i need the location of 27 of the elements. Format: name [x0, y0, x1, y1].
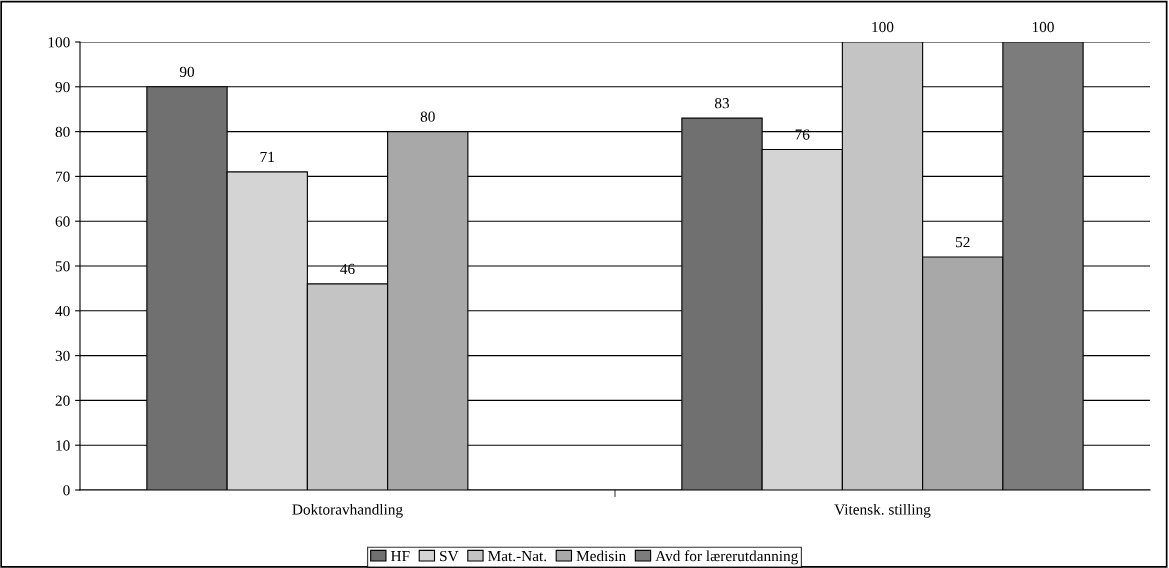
y-tick-label: 100: [48, 37, 70, 48]
y-tick-label: 0: [63, 485, 70, 496]
y-tick-label: 60: [55, 216, 70, 227]
data-label: 80: [420, 111, 435, 122]
y-tick-label: 20: [55, 395, 70, 406]
data-label: 76: [795, 129, 810, 140]
data-label: 90: [179, 66, 195, 77]
legend-label: Mat.-Nat.: [488, 551, 547, 562]
y-tick-label: 10: [56, 440, 70, 451]
y-tick-label: 30: [55, 350, 70, 362]
y-tick-label: 90: [55, 81, 70, 93]
data-label: 100: [1032, 21, 1054, 33]
data-label: 46: [340, 263, 355, 275]
data-label: 52: [956, 236, 970, 248]
data-label: 71: [260, 151, 274, 162]
data-label: 100: [872, 21, 894, 33]
legend-label: HF: [390, 551, 410, 562]
y-tick-label: 40: [55, 305, 70, 317]
x-tick-label: Vitensk. stilling: [834, 503, 931, 518]
y-tick-label: 50: [55, 261, 70, 272]
legend-label: Medisin: [576, 550, 626, 562]
legend-label: Avd for lærerutdanning: [655, 550, 799, 565]
y-tick-label: 70: [56, 171, 70, 182]
x-tick-label: Doktoravhandling: [292, 503, 403, 518]
y-tick-label: 80: [55, 126, 70, 138]
data-label: 83: [714, 98, 730, 109]
legend-label: SV: [440, 550, 459, 562]
